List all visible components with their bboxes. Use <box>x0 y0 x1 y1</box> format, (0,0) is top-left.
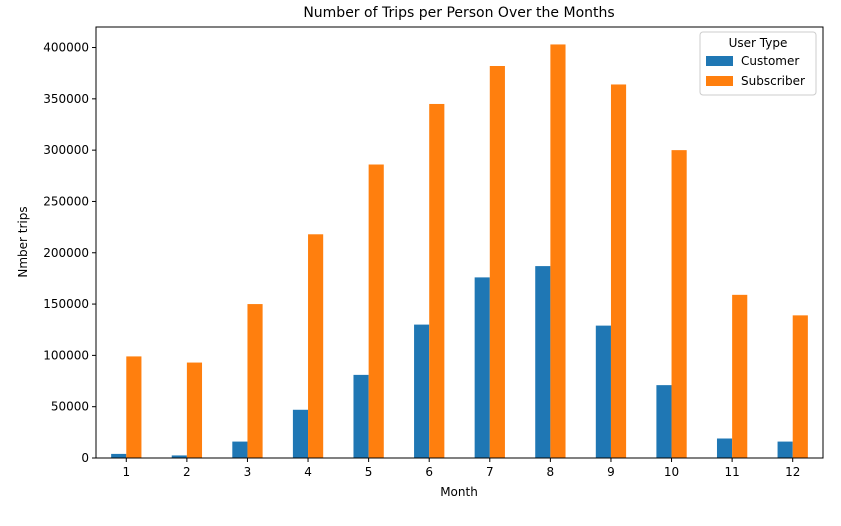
bar-customer-month-4 <box>292 409 309 458</box>
y-tick-label: 0 <box>81 451 89 465</box>
bar-customer-month-2 <box>171 455 187 458</box>
x-tick-label: 3 <box>244 465 252 479</box>
y-tick-label: 150000 <box>43 297 89 311</box>
bar-subscriber-month-6 <box>429 103 445 459</box>
legend-title: User Type <box>729 36 788 50</box>
bar-customer-month-5 <box>353 374 369 458</box>
x-tick-label: 5 <box>365 465 373 479</box>
y-axis-label: Nmber trips <box>16 206 30 277</box>
y-tick-label: 300000 <box>43 143 89 157</box>
bar-subscriber-month-7 <box>489 66 505 458</box>
x-tick-label: 7 <box>486 465 494 479</box>
x-tick-label: 8 <box>547 465 555 479</box>
legend-label-subscriber: Subscriber <box>741 74 805 88</box>
x-axis-label: Month <box>440 485 478 499</box>
bar-subscriber-month-8 <box>550 44 566 458</box>
chart-title: Number of Trips per Person Over the Mont… <box>303 5 614 21</box>
bar-customer-month-10 <box>656 385 672 458</box>
bar-customer-month-3 <box>232 441 248 458</box>
x-tick-label: 10 <box>664 465 679 479</box>
bar-subscriber-month-3 <box>247 304 263 458</box>
x-tick-label: 1 <box>122 465 130 479</box>
y-tick-label: 250000 <box>43 194 89 208</box>
bar-subscriber-month-11 <box>732 294 748 458</box>
legend-swatch-subscriber <box>706 76 733 86</box>
bar-customer-month-8 <box>535 266 551 458</box>
legend-label-customer: Customer <box>741 54 799 68</box>
bar-customer-month-9 <box>595 325 611 458</box>
y-tick-label: 350000 <box>43 92 89 106</box>
bar-subscriber-month-2 <box>186 362 203 458</box>
legend-swatch-customer <box>706 56 733 66</box>
y-tick-label: 200000 <box>43 246 89 260</box>
y-tick-label: 400000 <box>43 41 89 55</box>
legend: User Type Customer Subscriber <box>699 31 817 96</box>
x-tick-label: 11 <box>724 465 739 479</box>
x-tick-label: 4 <box>304 465 312 479</box>
bar-subscriber-month-1 <box>126 356 142 458</box>
x-tick-label: 9 <box>607 465 615 479</box>
bar-subscriber-month-5 <box>368 164 384 458</box>
bar-subscriber-month-12 <box>792 315 808 458</box>
y-tick-label: 50000 <box>51 400 89 414</box>
bars-layer <box>111 44 808 459</box>
bar-customer-month-12 <box>777 441 793 458</box>
bar-customer-month-7 <box>474 277 490 458</box>
x-tick-label: 12 <box>785 465 800 479</box>
bar-customer-month-11 <box>716 438 733 458</box>
bar-customer-month-1 <box>111 453 127 458</box>
bar-subscriber-month-9 <box>610 84 627 458</box>
y-axis: 0 50000 100000 150000 200000 250000 300000 3500… <box>43 41 96 465</box>
x-tick-label: 6 <box>425 465 433 479</box>
bar-customer-month-6 <box>414 324 430 458</box>
bar-subscriber-month-4 <box>308 234 324 458</box>
x-axis: 1 2 3 4 5 6 7 8 9 10 11 12 <box>122 458 800 479</box>
y-tick-label: 100000 <box>43 348 89 362</box>
x-tick-label: 2 <box>183 465 191 479</box>
bar-subscriber-month-10 <box>671 150 687 458</box>
plot-frame <box>95 26 824 459</box>
